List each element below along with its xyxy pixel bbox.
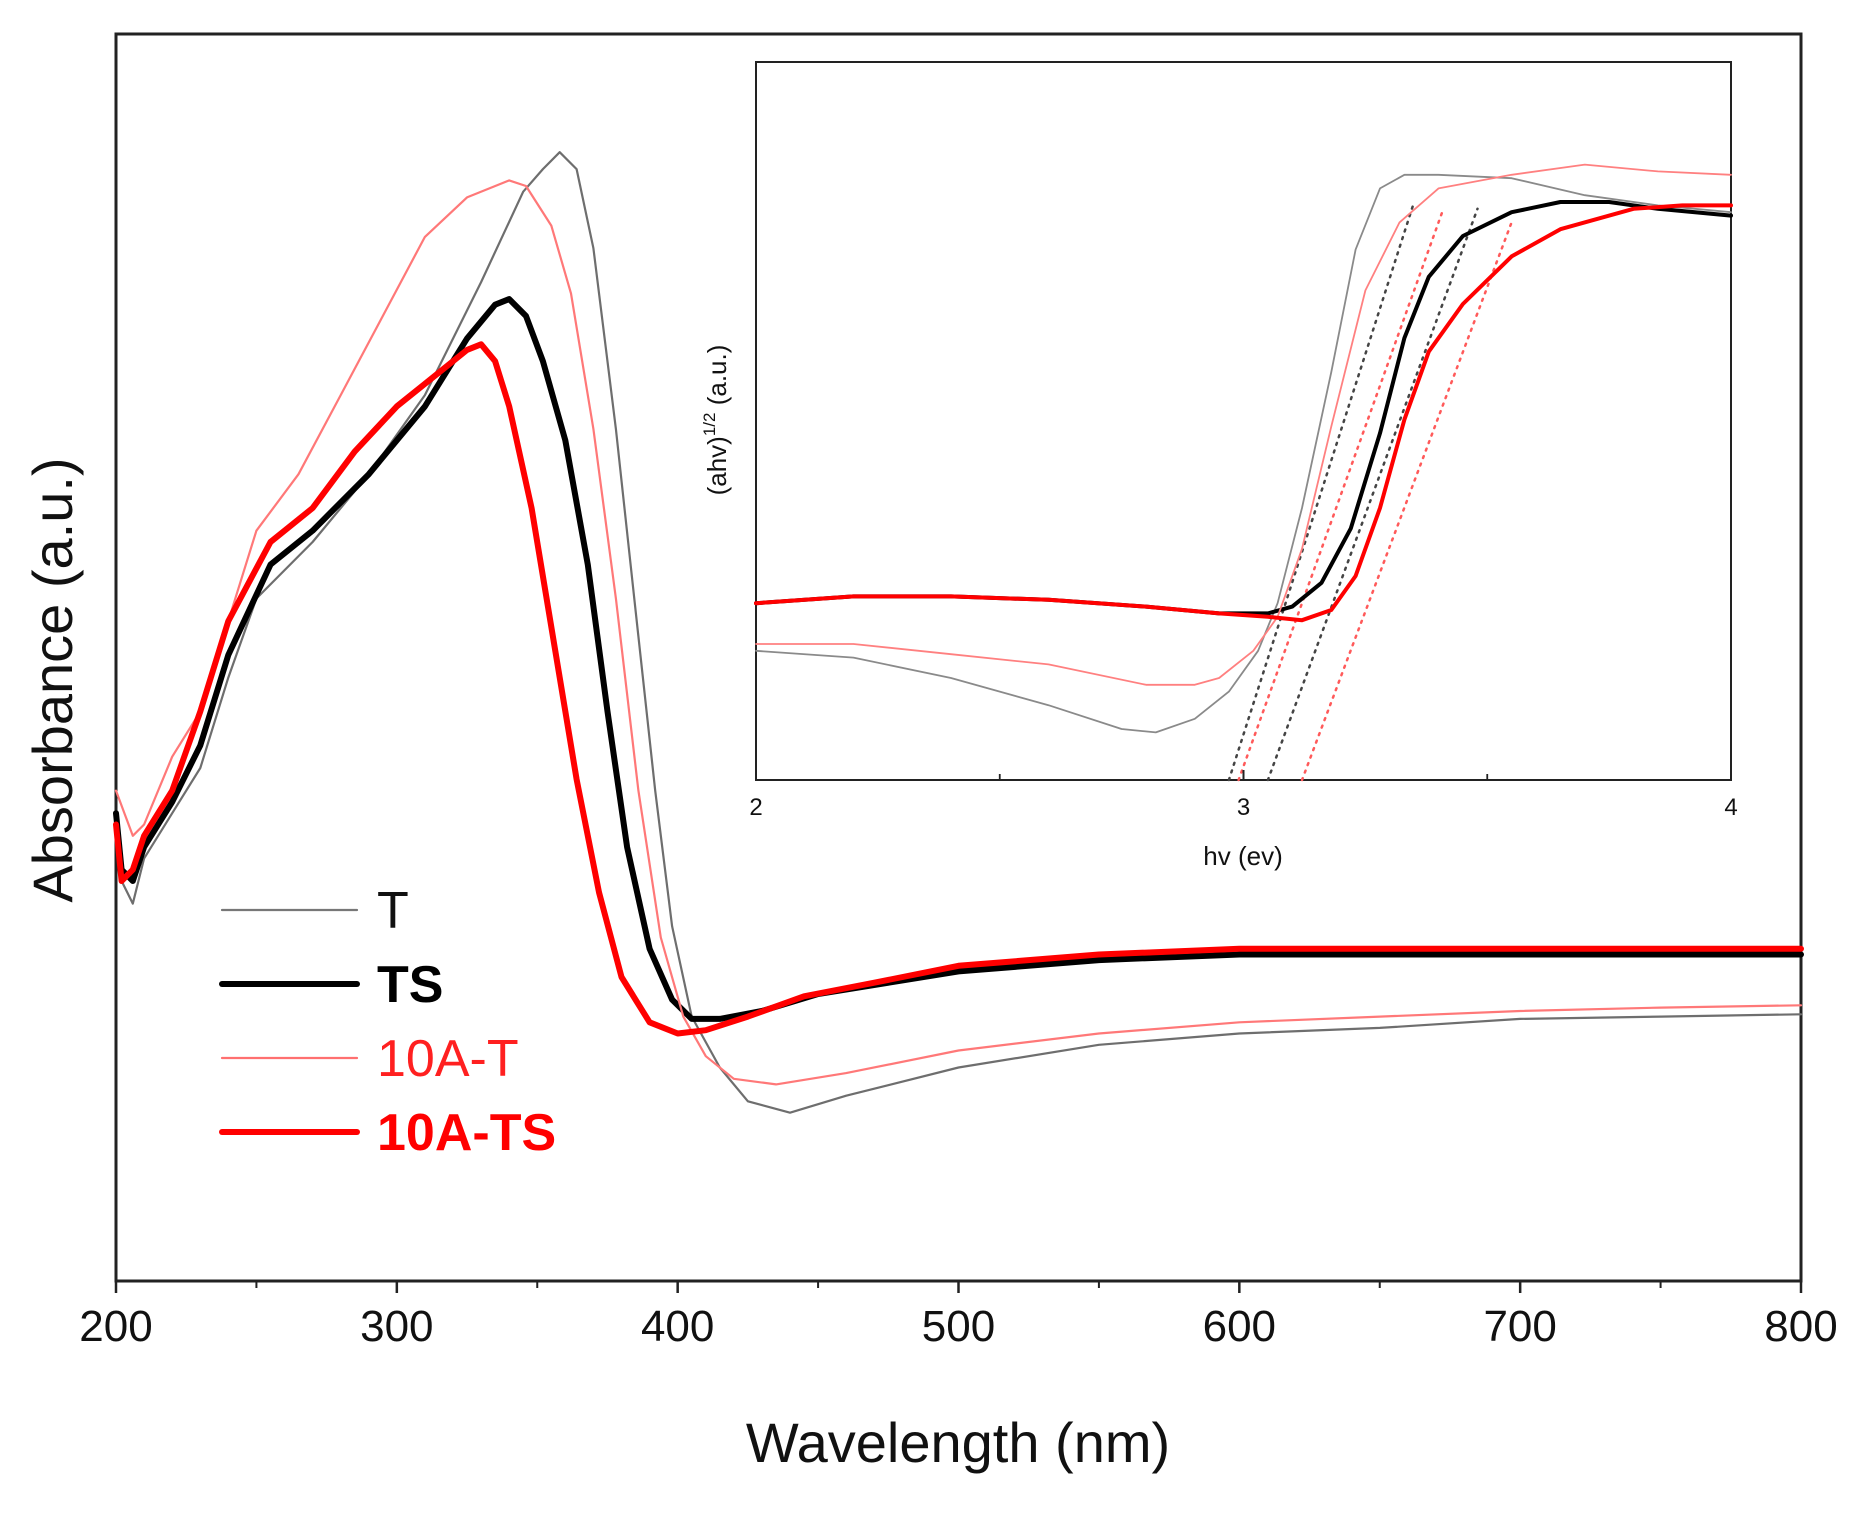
main-x-tick-label-500: 500 [922, 1302, 995, 1351]
main-x-tick-label-300: 300 [360, 1302, 433, 1351]
inset-x-ticks: 2 3 4 [749, 770, 1738, 821]
main-series-10a-ts [113, 341, 1804, 1037]
inset-series-group [754, 163, 1733, 782]
legend-label-10a-t: 10A-T [377, 1030, 519, 1088]
inset-y-axis-sup: 1/2 [700, 413, 719, 437]
main-x-tick-label-200: 200 [79, 1302, 152, 1351]
legend-label-ts: TS [377, 956, 443, 1014]
main-x-axis-title: Wavelength (nm) [746, 1411, 1170, 1474]
inset-tangent-line-3 [1266, 207, 1479, 782]
inset-series-10a-ts [754, 203, 1733, 623]
main-y-axis-title: Absorbance (a.u.) [21, 457, 84, 902]
legend-label-t: T [377, 882, 409, 940]
inset-plot-frame [755, 61, 1732, 781]
main-series-group [113, 151, 1804, 1114]
inset-x-tick-label-3: 3 [1237, 794, 1250, 821]
inset-tangent-line-4 [1300, 221, 1513, 782]
main-x-tick-label-400: 400 [641, 1302, 714, 1351]
main-x-ticks: 200 300 400 500 600 700 800 [79, 1281, 1838, 1351]
main-series-t [114, 151, 1803, 1114]
inset-y-axis-title: (ahv)1/2 (a.u.) [700, 345, 732, 496]
inset-tangent-line-1 [1227, 200, 1416, 782]
inset-x-tick-label-2: 2 [749, 794, 762, 821]
main-x-tick-label-700: 700 [1483, 1302, 1556, 1351]
inset-y-axis-base: (ahv) [702, 436, 732, 495]
inset-x-tick-label-4: 4 [1724, 794, 1737, 821]
inset-series-10a-t [755, 163, 1732, 686]
legend: T TS 10A-T 10A-TS [219, 882, 556, 1162]
main-x-tick-label-800: 800 [1764, 1302, 1837, 1351]
inset-tangent-line-2 [1237, 207, 1445, 782]
legend-label-10a-ts: 10A-TS [377, 1104, 556, 1162]
inset-x-axis-title: hv (ev) [1203, 841, 1282, 871]
inset-y-axis-unit: (a.u.) [702, 345, 732, 413]
main-x-tick-label-600: 600 [1203, 1302, 1276, 1351]
